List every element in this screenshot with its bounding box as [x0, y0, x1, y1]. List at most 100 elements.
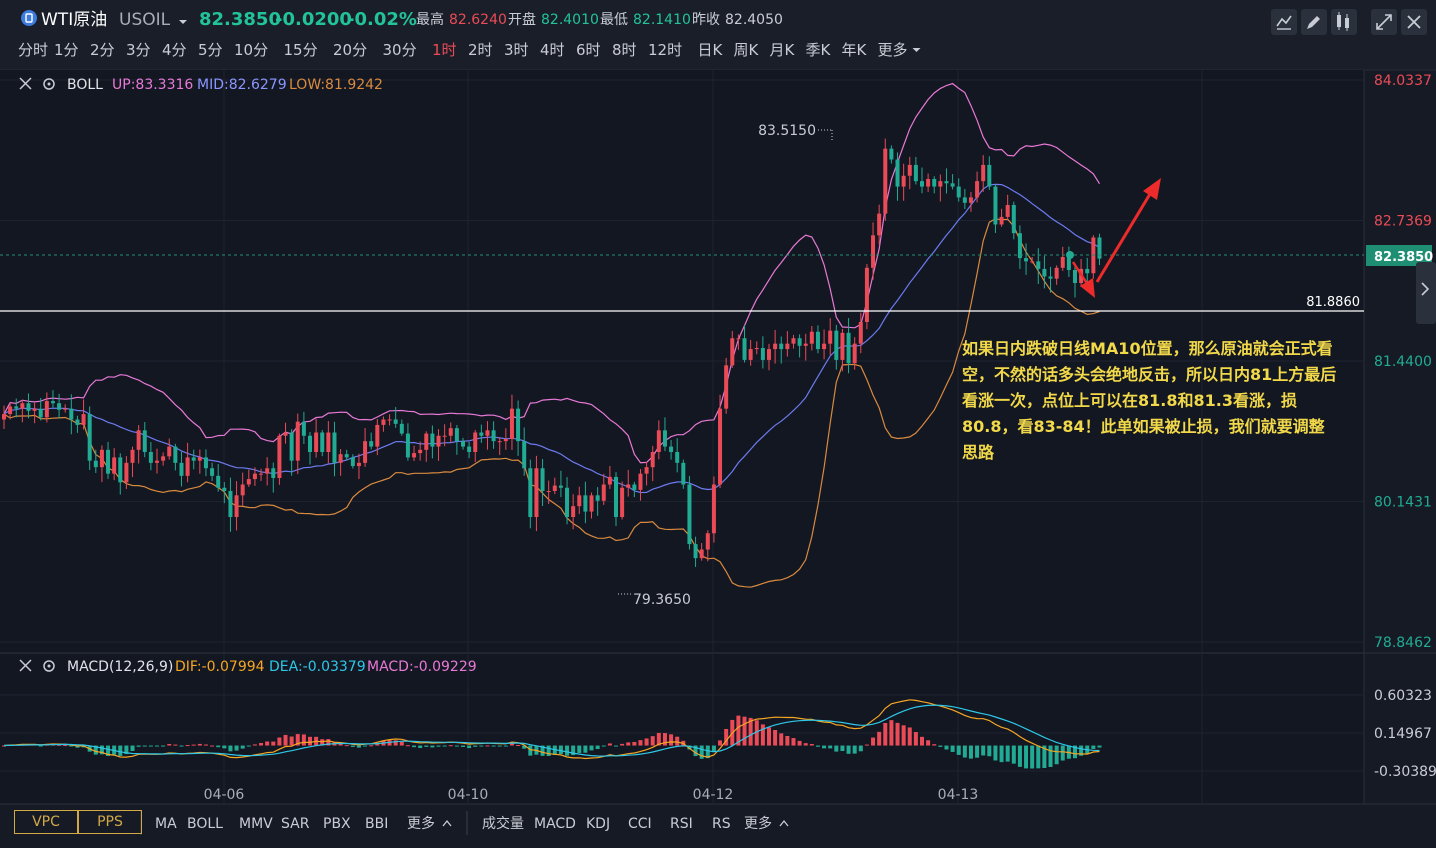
- candle-toggle-icon[interactable]: [1271, 9, 1297, 35]
- macd-histogram-bar: [699, 745, 704, 759]
- macd-histogram-bar: [142, 745, 147, 747]
- candle-body: [779, 343, 784, 350]
- period-tab[interactable]: 30分: [383, 41, 417, 59]
- period-tab[interactable]: 月K: [770, 41, 796, 59]
- candle-body: [999, 216, 1004, 225]
- period-tab[interactable]: 3分: [126, 41, 151, 59]
- indicator-tab[interactable]: RS: [712, 816, 731, 832]
- indicator-tab[interactable]: MMV: [239, 816, 273, 832]
- candle-body: [1036, 261, 1041, 269]
- macd-histogram-bar: [913, 732, 918, 746]
- pps-button[interactable]: PPS: [78, 810, 142, 834]
- close-icon[interactable]: [19, 77, 32, 90]
- candle-body: [191, 457, 196, 461]
- macd-histogram-bar: [1011, 745, 1016, 764]
- macd-histogram-bar: [1036, 745, 1041, 769]
- period-tab[interactable]: 年K: [842, 41, 868, 59]
- period-tab[interactable]: 周K: [734, 41, 760, 59]
- period-tab[interactable]: 4分: [162, 41, 187, 59]
- symbol-header[interactable]: WTI原油 USOIL: [21, 10, 187, 30]
- candle-body: [828, 330, 833, 344]
- candle-body: [75, 419, 80, 425]
- close-icon[interactable]: [19, 659, 32, 672]
- macd-histogram-bar: [338, 743, 343, 746]
- candle-body: [136, 430, 141, 450]
- candle-body: [620, 487, 625, 518]
- candle-body: [950, 183, 955, 187]
- macd-histogram-bar: [993, 745, 998, 761]
- draw-tool-icon[interactable]: [1331, 9, 1357, 35]
- stat-value-high: 82.6240: [449, 12, 507, 28]
- macd-title: MACD(12,26,9): [67, 659, 173, 675]
- candle-body: [1024, 258, 1029, 262]
- period-tab[interactable]: 分时: [18, 41, 48, 59]
- macd-panel: [0, 654, 1364, 804]
- period-tab[interactable]: 4时: [540, 41, 565, 59]
- indicator-tab[interactable]: SAR: [281, 816, 310, 832]
- period-tab[interactable]: 12时: [648, 41, 682, 59]
- chevron-down-icon[interactable]: [179, 20, 187, 24]
- candle-body: [656, 430, 661, 452]
- indicator-tab[interactable]: PBX: [323, 816, 351, 832]
- candle-body: [595, 495, 600, 501]
- period-tab[interactable]: 2分: [90, 41, 115, 59]
- period-tab[interactable]: 更多: [878, 41, 908, 59]
- period-tab[interactable]: 2时: [468, 41, 493, 59]
- support-line-label: 81.8860: [1306, 295, 1360, 310]
- macd-histogram-bar: [69, 745, 74, 747]
- period-tab[interactable]: 5分: [198, 41, 223, 59]
- macd-histogram-bar: [1097, 745, 1102, 748]
- macd-histogram-bar: [350, 745, 355, 747]
- candle-body: [363, 441, 368, 463]
- indicator-tab[interactable]: 更多: [744, 815, 772, 832]
- vpc-button[interactable]: VPC: [14, 810, 78, 834]
- indicator-tab[interactable]: 更多: [407, 815, 435, 832]
- candle-body: [503, 438, 508, 442]
- indicator-tab[interactable]: BOLL: [187, 816, 223, 832]
- macd-histogram-bar: [1042, 745, 1047, 769]
- period-tab[interactable]: 15分: [284, 41, 318, 59]
- indicator-tab[interactable]: MA: [155, 816, 177, 832]
- macd-histogram-bar: [106, 745, 111, 756]
- price-axis: 84.0337 82.7369 81.4400 80.1431 78.8462 0.603…: [1374, 73, 1436, 780]
- fullscreen-icon[interactable]: [1371, 9, 1397, 35]
- candle-body: [669, 446, 674, 452]
- candle-body: [901, 175, 906, 187]
- expand-right-icon[interactable]: [1416, 262, 1436, 324]
- macd-histogram-bar: [246, 745, 251, 747]
- candle-body: [63, 408, 68, 410]
- macd-histogram-bar: [430, 745, 435, 748]
- indicator-tab[interactable]: MACD: [534, 816, 576, 832]
- close-icon[interactable]: [1401, 9, 1427, 35]
- indicator-tab[interactable]: BBI: [365, 816, 388, 832]
- settings-icon[interactable]: [43, 78, 55, 90]
- settings-icon[interactable]: [43, 660, 55, 672]
- period-tab[interactable]: 季K: [806, 41, 832, 59]
- candle-body: [742, 338, 747, 360]
- period-tab[interactable]: 6时: [576, 41, 601, 59]
- pen-icon[interactable]: [1301, 9, 1327, 35]
- period-tab[interactable]: 8时: [612, 41, 637, 59]
- period-tab[interactable]: 1时: [432, 41, 457, 59]
- macd-histogram-bar: [528, 745, 533, 756]
- macd-histogram-bar: [399, 741, 404, 746]
- candle-body: [308, 435, 312, 452]
- macd-histogram-bar: [173, 744, 178, 746]
- period-tab[interactable]: 1分: [54, 41, 79, 59]
- indicator-tab[interactable]: 成交量: [482, 815, 524, 832]
- candle-body: [369, 441, 374, 447]
- boll-mid-value: MID:82.6279: [197, 77, 287, 93]
- period-tab[interactable]: 日K: [698, 41, 724, 59]
- macd-histogram-bar: [693, 745, 698, 757]
- candle-body: [614, 476, 618, 518]
- period-tab[interactable]: 20分: [333, 41, 367, 59]
- period-tab[interactable]: 10分: [234, 41, 268, 59]
- macd-histogram-bar: [607, 743, 612, 746]
- candle-body: [461, 441, 465, 447]
- indicator-tab[interactable]: RSI: [670, 816, 693, 832]
- indicator-tab[interactable]: KDJ: [586, 816, 610, 832]
- candle-body: [44, 401, 49, 418]
- period-tab[interactable]: 3时: [504, 41, 529, 59]
- macd-histogram-bar: [711, 745, 716, 753]
- indicator-tab[interactable]: CCI: [628, 816, 652, 832]
